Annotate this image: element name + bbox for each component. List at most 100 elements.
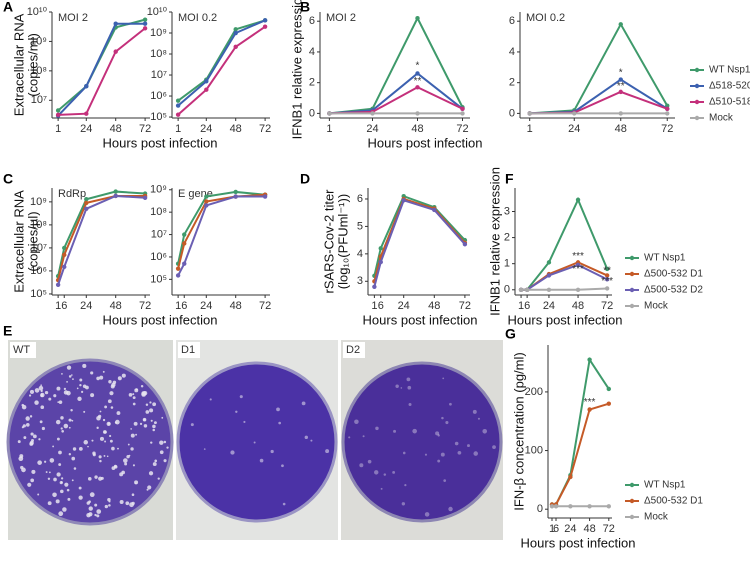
plaque (477, 417, 480, 420)
x-tick-label: 1 (55, 300, 61, 312)
point (665, 106, 670, 111)
point (378, 259, 383, 265)
series-line (529, 22, 669, 115)
panel-letter: F (505, 171, 514, 187)
legend-swatch (629, 287, 635, 293)
point (575, 262, 581, 268)
plaque (87, 445, 89, 448)
plaque (38, 385, 44, 391)
annotation: *** (584, 397, 596, 408)
plaque (90, 393, 95, 398)
legend-label: WT Nsp1 (644, 253, 686, 264)
plaque (61, 429, 64, 433)
plaque (64, 482, 69, 487)
plaque (56, 472, 61, 477)
plaque (94, 503, 98, 507)
plaque (29, 389, 35, 394)
y-tick-label: 3 (357, 275, 363, 287)
dish (6, 358, 174, 526)
x-axis-label: Hours post infection (508, 312, 623, 327)
point (546, 287, 552, 292)
point (665, 111, 670, 116)
plaque (492, 445, 496, 450)
plaque (60, 427, 63, 430)
x-tick-label: 24 (80, 123, 92, 135)
plaque (55, 419, 61, 425)
plaque (63, 390, 69, 395)
point (587, 407, 592, 412)
series-line (177, 19, 266, 102)
annotation: *** (572, 251, 584, 262)
point (527, 111, 532, 116)
plaque (47, 477, 51, 480)
series-line (521, 197, 609, 291)
legend-label: Mock (709, 113, 734, 124)
plaque (134, 480, 139, 485)
plaque (104, 504, 108, 509)
series-line (58, 27, 146, 116)
plaque (112, 380, 117, 385)
x-tick-label: 24 (564, 523, 576, 535)
y-tick-label: 10⁷ (31, 94, 47, 106)
plaque (354, 419, 359, 424)
plaque (440, 452, 445, 457)
point (546, 260, 552, 265)
x-tick-label: 1 (55, 123, 61, 135)
legend-label: Δ518-520 (709, 81, 750, 92)
plaque (92, 451, 96, 455)
plaque (276, 407, 280, 412)
plaque (21, 403, 25, 407)
series-line (529, 78, 668, 115)
plaque (281, 464, 284, 468)
plaque (41, 426, 45, 431)
plaque (83, 410, 86, 413)
plaque (253, 441, 256, 444)
plaque (407, 385, 412, 390)
plaque (159, 440, 164, 445)
plaque (408, 402, 412, 406)
x-tick-label: 24 (543, 300, 555, 312)
plaque (445, 420, 449, 425)
point (327, 111, 332, 116)
x-tick-label: 72 (603, 523, 615, 535)
y-tick-label: 10⁸ (30, 219, 47, 231)
point (604, 266, 610, 272)
panel-letter: G (505, 326, 516, 342)
plaque (48, 471, 51, 474)
chart-title: MOI 2 (326, 12, 356, 24)
plaque (132, 402, 136, 406)
plaque (359, 463, 364, 468)
point (462, 242, 468, 247)
y-tick-label: 0 (504, 284, 510, 296)
plaque (442, 377, 445, 380)
plaque (106, 455, 109, 458)
plaque (55, 499, 60, 504)
plaque (374, 470, 379, 475)
plaque (125, 501, 130, 506)
plaque (34, 400, 39, 405)
plaque (37, 460, 42, 465)
x-axis-label: Hours post infection (103, 135, 218, 150)
plaque (482, 429, 488, 434)
legend-swatch (694, 83, 700, 89)
chart-title: RdRp (58, 188, 86, 200)
plaque (71, 479, 74, 482)
plaque (94, 475, 98, 479)
plaque (142, 417, 147, 422)
point (55, 108, 61, 113)
point (84, 197, 89, 202)
point (546, 273, 552, 278)
point (370, 111, 375, 116)
y-tick-label: 0 (537, 503, 543, 515)
plaque (78, 495, 83, 500)
point (587, 357, 592, 362)
plaque (163, 440, 167, 444)
series-line (177, 195, 266, 276)
y-tick-label: 10⁵ (30, 288, 47, 300)
y-tick-label: 10⁷ (151, 69, 167, 81)
plaque (393, 429, 397, 433)
x-axis-label: Hours post infection (103, 312, 218, 327)
point (182, 241, 187, 246)
plaque (53, 477, 57, 482)
y-tick-label: 10⁸ (150, 206, 167, 218)
